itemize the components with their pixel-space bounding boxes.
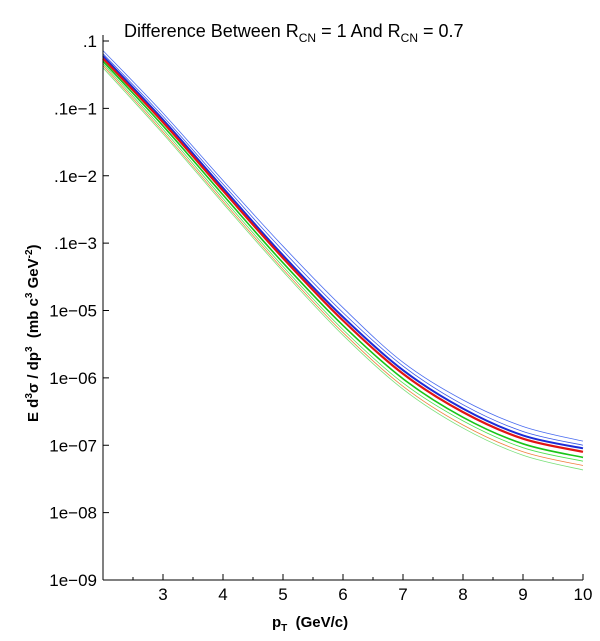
y-tick-label: 1e−08: [49, 504, 97, 523]
x-tick-label: 5: [278, 585, 287, 604]
series-line-red-main: [102, 57, 584, 453]
series-line-green-main: [102, 60, 584, 459]
x-tick-label: 7: [398, 585, 407, 604]
y-tick-label: .1: [83, 32, 97, 51]
series-line-blue-upper-2: [102, 53, 584, 446]
x-axis-title: pT (GeV/c): [272, 614, 348, 634]
x-tick-label: 4: [218, 585, 227, 604]
y-tick-label: .1e−2: [54, 167, 97, 186]
y-tick-label: .1e−1: [54, 99, 97, 118]
x-tick-label: 3: [158, 585, 167, 604]
y-tick-label: 1e−07: [49, 436, 97, 455]
series-line-blue-main: [102, 55, 584, 450]
y-tick-label: 1e−05: [49, 302, 97, 321]
chart-title: Difference Between RCN = 1 And RCN = 0.7: [124, 21, 464, 45]
axes-layer: 3 4 5 6 7 8 9 10 .1 .1e−1 .1e−2 .1e−3 1e−05 1e−06 1e−0…: [49, 32, 592, 604]
y-tick-label: 1e−06: [49, 369, 97, 388]
x-tick-label: 6: [338, 585, 347, 604]
x-tick-label: 9: [518, 585, 527, 604]
y-tick-label: .1e−3: [54, 234, 97, 253]
x-tick-label: 8: [458, 585, 467, 604]
series-line-blue-upper-1: [102, 50, 584, 442]
y-axis-title: E d3σ / dp3 (mb c3 GeV-2): [24, 244, 42, 422]
series-layer: [102, 50, 584, 471]
series-line-green-lower-2: [102, 67, 584, 471]
y-tick-label: 1e−09: [49, 571, 97, 590]
x-tick-label: 10: [574, 585, 593, 604]
series-line-orange-lower: [102, 65, 584, 466]
series-line-green-lower-1: [102, 63, 584, 462]
